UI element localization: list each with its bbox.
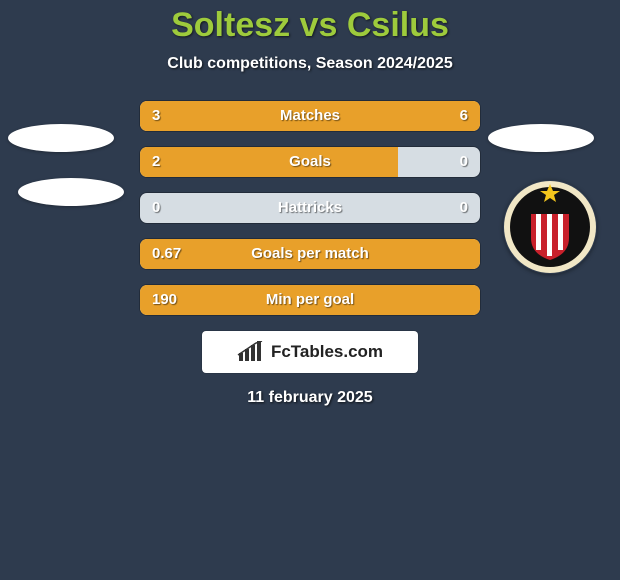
stat-label: Matches: [140, 101, 480, 131]
stat-row: Goals2 0: [140, 147, 480, 177]
bar-chart-icon: [237, 341, 265, 363]
date-line: 11 february 2025: [0, 389, 620, 407]
stat-value-left: 2: [152, 147, 160, 177]
stat-value-right: 0: [460, 193, 468, 223]
comparison-subtitle: Club competitions, Season 2024/2025: [0, 55, 620, 73]
stat-label: Goals per match: [140, 239, 480, 269]
stat-value-right: 6: [460, 101, 468, 131]
stat-value-right: 0: [460, 147, 468, 177]
branding-box: FcTables.com: [202, 331, 418, 373]
stat-row: Matches3 6: [140, 101, 480, 131]
shield-icon: [503, 180, 597, 274]
stat-row: Min per goal190: [140, 285, 480, 315]
player-right-avatar-upper: [488, 124, 594, 152]
club-badge: [503, 180, 597, 274]
stats-area: Matches36Goals20Hattricks00Goals per mat…: [0, 101, 620, 315]
stat-value-left: 0: [152, 193, 160, 223]
stat-value-left: 0.67: [152, 239, 181, 269]
comparison-title: Soltesz vs Csilus: [0, 0, 620, 45]
player-left-avatar-upper: [8, 124, 114, 152]
stat-label: Goals: [140, 147, 480, 177]
branding-text: FcTables.com: [271, 342, 383, 362]
stat-row: Goals per match0.67: [140, 239, 480, 269]
stat-label: Min per goal: [140, 285, 480, 315]
stat-row: Hattricks0 0: [140, 193, 480, 223]
stat-value-left: 190: [152, 285, 177, 315]
stat-value-left: 3: [152, 101, 160, 131]
player-left-avatar-lower: [18, 178, 124, 206]
stat-label: Hattricks: [140, 193, 480, 223]
